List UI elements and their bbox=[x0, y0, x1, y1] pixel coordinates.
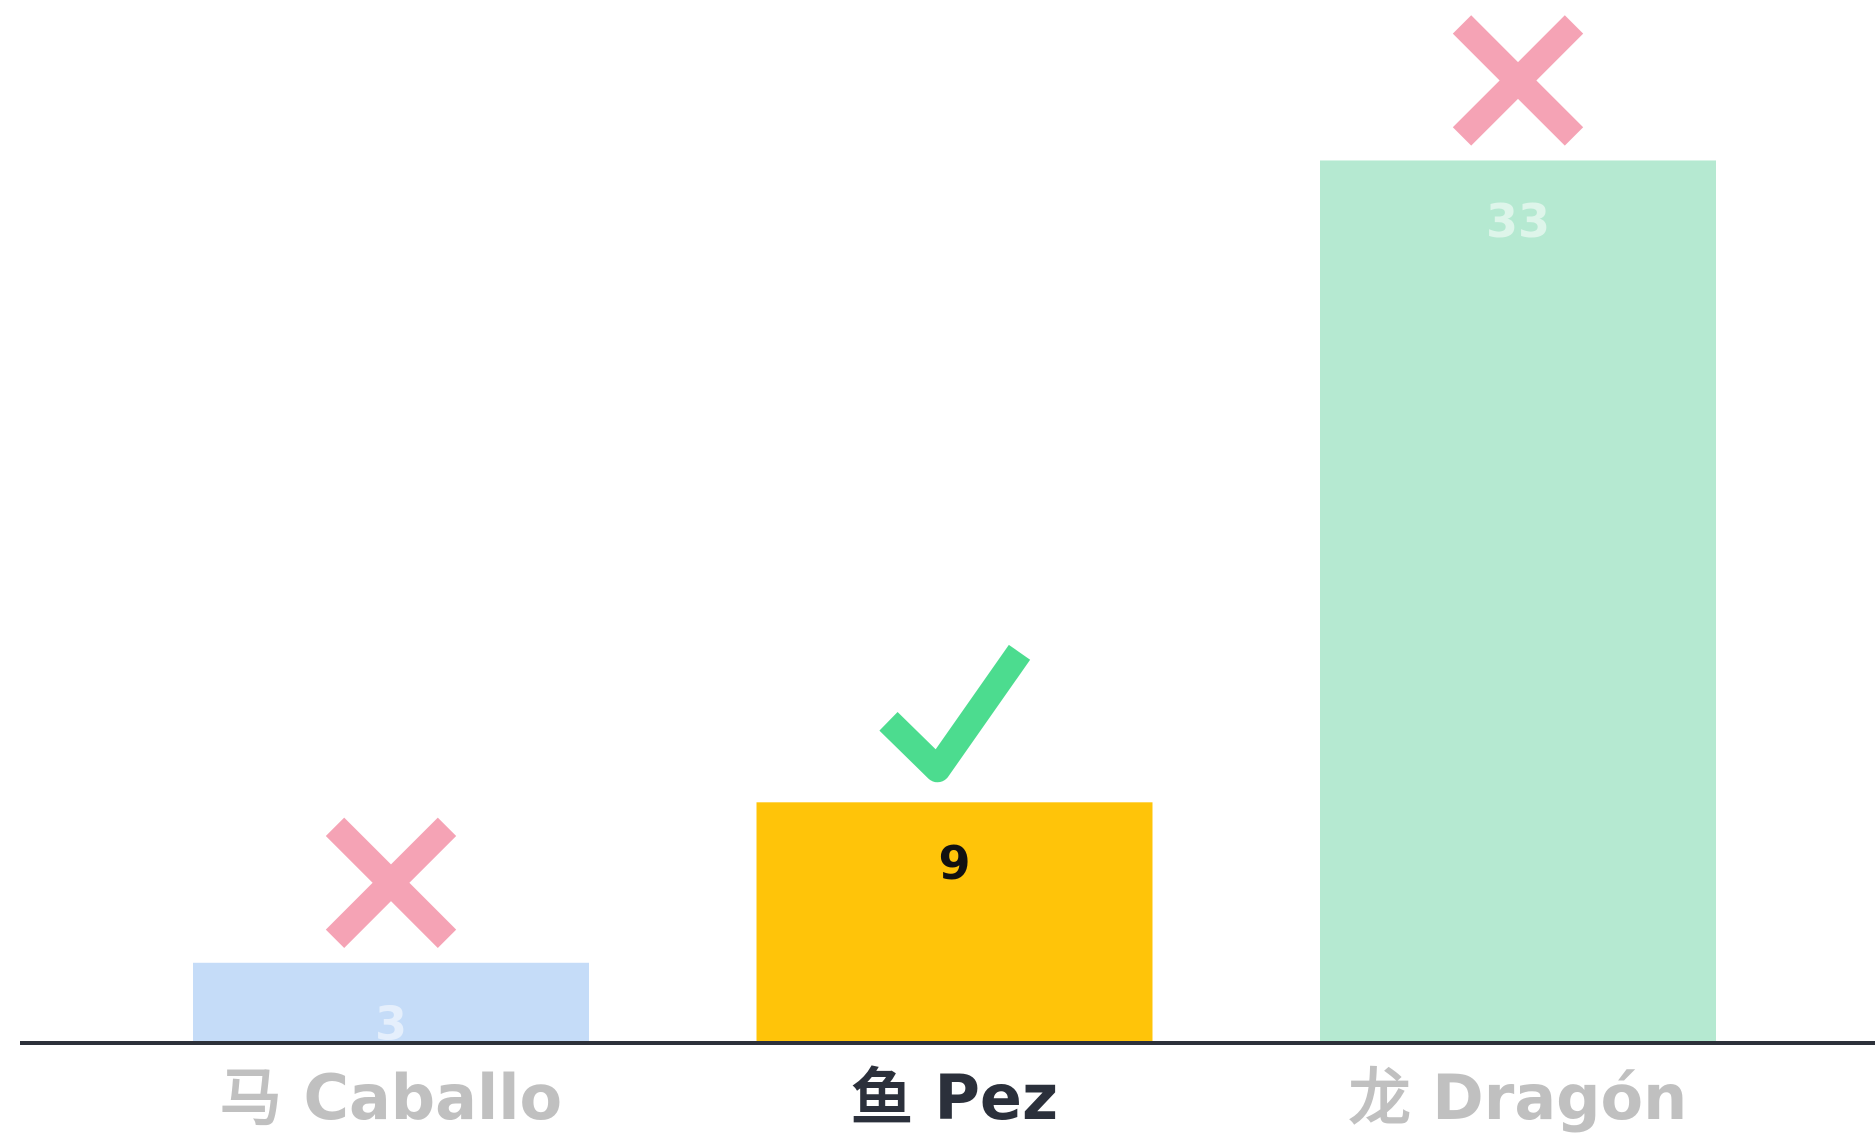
bar bbox=[193, 962, 589, 1043]
category-label: 鱼 Pez bbox=[851, 1061, 1058, 1134]
category-label: 龙 Dragón bbox=[1349, 1061, 1688, 1134]
bar bbox=[756, 802, 1153, 1043]
cross-icon bbox=[1452, 15, 1584, 146]
cross-icon bbox=[325, 817, 457, 948]
check-icon bbox=[879, 644, 1031, 783]
value-label: 9 bbox=[938, 836, 970, 890]
bar bbox=[1320, 160, 1716, 1043]
value-label: 33 bbox=[1486, 194, 1550, 248]
value-label: 3 bbox=[375, 996, 407, 1050]
category-label: 马 Caballo bbox=[220, 1061, 562, 1134]
